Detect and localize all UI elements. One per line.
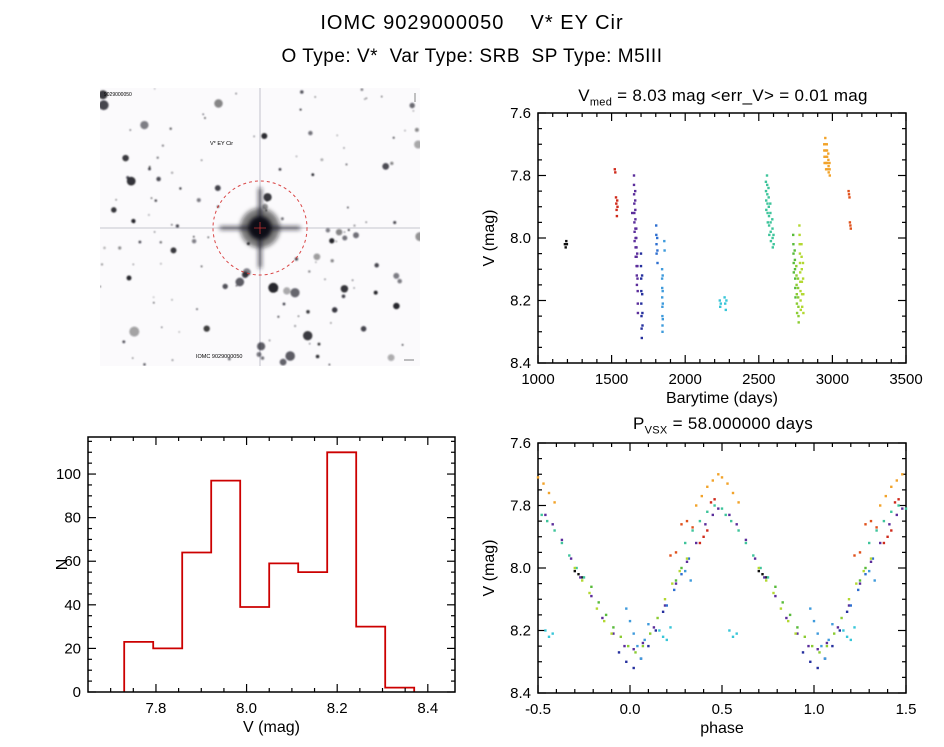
svg-text:1000: 1000 (521, 371, 554, 388)
phase-title-sub: VSX (644, 424, 668, 437)
svg-text:3500: 3500 (889, 371, 922, 388)
svg-text:100: 100 (56, 466, 81, 483)
svg-text:60: 60 (64, 553, 81, 570)
svg-text:20: 20 (64, 640, 81, 657)
svg-text:phase: phase (700, 720, 744, 737)
svg-text:N: N (55, 559, 71, 571)
svg-text:7.8: 7.8 (510, 168, 531, 185)
svg-text:V (mag): V (mag) (481, 210, 498, 267)
svg-text:0: 0 (73, 684, 81, 701)
svg-text:7.6: 7.6 (510, 105, 531, 122)
svg-text:IOMC 9029000050: IOMC 9029000050 (196, 354, 242, 360)
phase-title: PVSX = 58.000000 days (508, 414, 938, 436)
svg-text:7.6: 7.6 (510, 435, 531, 452)
svg-text:V* EY Cir: V* EY Cir (210, 141, 233, 147)
svg-text:0.0: 0.0 (620, 701, 641, 718)
svg-text:V (mag): V (mag) (243, 719, 300, 736)
svg-text:2500: 2500 (742, 371, 775, 388)
svg-text:80: 80 (64, 510, 81, 527)
svg-text:3000: 3000 (816, 371, 849, 388)
svg-text:7.8: 7.8 (146, 700, 167, 717)
lightcurve-title-prefix: V (578, 86, 590, 105)
lightcurve-title-rest: = 8.03 mag <err_V> = 0.01 mag (612, 86, 868, 105)
page-subtitle: O Type: V* Var Type: SRB SP Type: M5III (281, 46, 663, 67)
finder-chart: 9029000050 V* EY Cir IOMC 9029000050 (98, 88, 425, 366)
svg-text:7.8: 7.8 (510, 498, 531, 515)
svg-text:8.4: 8.4 (510, 355, 531, 372)
svg-text:0.5: 0.5 (712, 701, 733, 718)
svg-text:8.4: 8.4 (417, 700, 438, 717)
svg-text:1.5: 1.5 (896, 701, 917, 718)
svg-text:8.4: 8.4 (510, 685, 531, 702)
svg-text:8.2: 8.2 (510, 293, 531, 310)
svg-text:9029000050: 9029000050 (104, 92, 132, 98)
phase-plot: -0.5 0.0 0.5 1.0 1.5 7.6 7.8 8.0 8.2 8.4 phase V (m… (481, 435, 917, 737)
histogram-plot: 7.8 8.0 8.2 8.4 0 20 40 60 80 100 V (mag) N (55, 436, 456, 736)
phase-title-rest: = 58.000000 days (667, 414, 814, 433)
svg-text:8.2: 8.2 (510, 623, 531, 640)
svg-text:V (mag): V (mag) (481, 540, 498, 597)
svg-text:8.0: 8.0 (236, 700, 257, 717)
svg-text:2000: 2000 (669, 371, 702, 388)
star-field-image: 9029000050 V* EY Cir IOMC 9029000050 (98, 88, 425, 366)
svg-text:1500: 1500 (595, 371, 628, 388)
svg-text:Barytime (days): Barytime (days) (666, 390, 778, 407)
page-title: IOMC 9029000050 V* EY Cir (320, 12, 624, 34)
svg-text:-0.5: -0.5 (525, 701, 551, 718)
svg-text:8.2: 8.2 (327, 700, 348, 717)
phase-title-prefix: P (632, 414, 645, 433)
svg-text:40: 40 (64, 597, 81, 614)
lightcurve-title: Vmed = 8.03 mag <err_V> = 0.01 mag (508, 86, 938, 108)
svg-text:8.0: 8.0 (510, 560, 531, 577)
lightcurve-title-sub: med (589, 96, 613, 109)
lightcurve-plot: 1000 1500 2000 2500 3000 3500 7.6 7.8 8.0 8.2 8.4 B… (481, 105, 923, 407)
svg-text:8.0: 8.0 (510, 230, 531, 247)
svg-text:1.0: 1.0 (804, 701, 825, 718)
